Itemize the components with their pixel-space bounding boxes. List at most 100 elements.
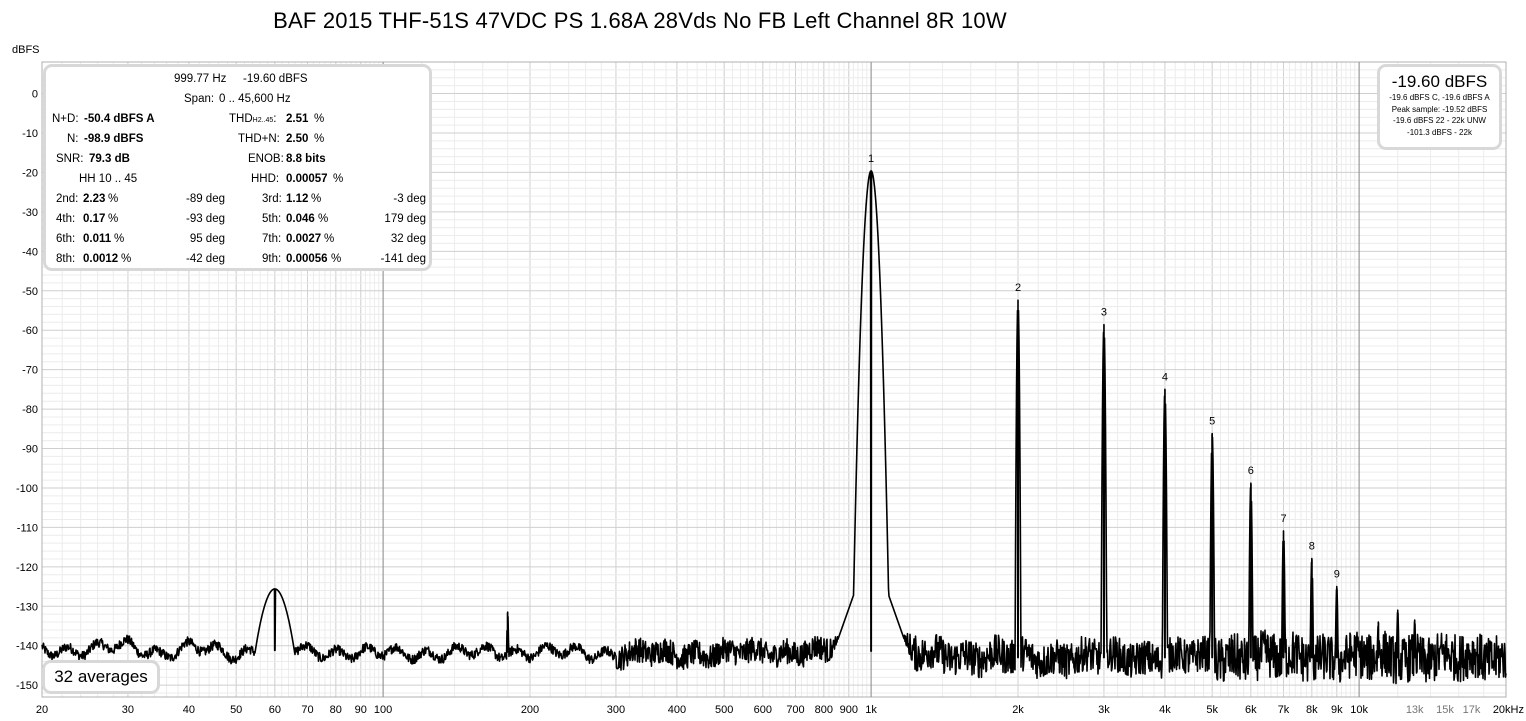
x-tick-label: 15k (1436, 704, 1454, 716)
y-tick-label: -30 (22, 207, 38, 219)
x-tick-label: 50 (230, 704, 242, 716)
y-tick-label: -70 (22, 365, 38, 377)
x-tick-label: 700 (786, 704, 804, 716)
x-tick-label: 10k (1350, 704, 1368, 716)
fundamental-level: -19.60 dBFS (243, 73, 308, 85)
spectrum-series-line (41, 170, 1507, 685)
harmonic-label: 5th: (262, 213, 282, 225)
x-tick-label: 8k (1306, 704, 1318, 716)
x-tick-label: 90 (355, 704, 367, 716)
harmonic-phase: 95 deg (189, 233, 225, 245)
y-axis-label: dBFS (12, 44, 40, 56)
x-tick-label: 9k (1331, 704, 1343, 716)
x-tick-label: 40 (183, 704, 195, 716)
harmonic-unit: % (108, 213, 119, 225)
harmonic-unit: % (318, 213, 329, 225)
harmonic-value: 1.12 (286, 193, 309, 205)
noise-value: -98.9 dBFS (84, 133, 144, 145)
harmonic-peak-label: 9 (1334, 569, 1340, 581)
y-tick-label: -10 (22, 128, 38, 140)
snr-value: 79.3 dB (89, 153, 130, 165)
hhd-unit: % (333, 173, 344, 185)
level-readout-line: -19.6 dBFS 22 - 22k UNW (1393, 116, 1486, 125)
harmonic-label: 9th: (262, 253, 282, 265)
snr-label: SNR: (56, 153, 84, 165)
noise-label: N: (67, 133, 79, 145)
harmonic-phase: -93 deg (185, 213, 225, 225)
harmonic-unit: % (121, 253, 132, 265)
x-tick-label: 300 (607, 704, 625, 716)
harmonic-unit: % (311, 193, 322, 205)
level-readout-line: -19.6 dBFS C, -19.6 dBFS A (1389, 93, 1490, 102)
enob-value: 8.8 bits (286, 153, 326, 165)
x-tick-label: 80 (330, 704, 342, 716)
level-readout-line: -101.3 dBFS - 22k (1407, 127, 1472, 137)
measurement-stats-panel[interactable]: 999.77 Hz -19.60 dBFS Span: 0 .. 45,600 … (43, 64, 432, 271)
harmonic-value: 2.23 (83, 193, 106, 205)
enob-label: ENOB: (248, 153, 284, 165)
harmonic-value: 0.00056 (286, 253, 328, 265)
x-tick-label: 100 (374, 704, 392, 716)
fundamental-frequency: 999.77 Hz (174, 73, 227, 85)
y-tick-label: -100 (16, 483, 38, 495)
harmonic-peak-label: 4 (1162, 371, 1168, 383)
y-tick-label: -150 (16, 680, 38, 692)
x-tick-label: 60 (269, 704, 281, 716)
x-tick-label: 30 (122, 704, 134, 716)
x-tick-label: 400 (668, 704, 686, 716)
thdn-unit: % (314, 133, 325, 145)
y-tick-label: -80 (22, 404, 38, 416)
harmonic-value: 0.046 (286, 213, 315, 225)
hh-range-label: HH 10 .. 45 (79, 173, 138, 185)
x-tick-label: 2k (1012, 704, 1024, 716)
harmonic-row: 6th: 0.011% 95 deg 7th: 0.0027% 32 deg (46, 233, 429, 251)
harmonic-unit: % (324, 233, 335, 245)
level-readout-value: -19.60 dBFS (1391, 72, 1488, 91)
thd-label: THDH2..45: (229, 113, 277, 125)
harmonic-peak-label: 6 (1248, 465, 1254, 477)
y-tick-label: -40 (22, 246, 38, 258)
x-tick-label: 20kHz (1493, 704, 1524, 716)
harmonic-unit: % (114, 233, 125, 245)
thdn-label: THD+N: (238, 133, 280, 145)
harmonic-phase: 179 deg (384, 213, 426, 225)
span-label: Span: (184, 93, 215, 105)
x-tick-label: 70 (301, 704, 313, 716)
harmonic-phase: -3 deg (393, 193, 426, 205)
x-tick-label: 200 (521, 704, 539, 716)
harmonic-peak-label: 5 (1209, 416, 1215, 428)
harmonic-row: 8th: 0.0012% -42 deg 9th: 0.00056% -141 deg (46, 253, 429, 271)
hhd-value: 0.00057 (286, 173, 328, 185)
x-tick-label: 7k (1278, 704, 1290, 716)
harmonic-phase: -89 deg (185, 193, 225, 205)
x-tick-label: 600 (754, 704, 772, 716)
harmonic-label: 7th: (262, 233, 282, 245)
harmonic-label: 4th: (56, 213, 76, 225)
harmonic-label: 3rd: (262, 193, 282, 205)
harmonic-phase: 32 deg (390, 233, 426, 245)
harmonic-label: 2nd: (56, 193, 79, 205)
harmonic-label: 8th: (56, 253, 76, 265)
level-readout-panel[interactable]: -19.60 dBFS -19.6 dBFS C, -19.6 dBFS A P… (1377, 64, 1502, 150)
x-tick-label: 13k (1406, 704, 1424, 716)
x-tick-label: 500 (715, 704, 733, 716)
hhd-label: HHD: (251, 173, 280, 185)
nd-label: N+D: (52, 113, 79, 125)
level-readout-line: Peak sample: -19.52 dBFS (1391, 104, 1488, 114)
harmonic-peak-label: 2 (1015, 282, 1021, 294)
span-value: 0 .. 45,600 Hz (219, 93, 291, 105)
x-tick-label: 900 (840, 704, 858, 716)
y-tick-label: -120 (16, 562, 38, 574)
harmonic-peak-label: 8 (1309, 541, 1315, 553)
y-tick-label: -50 (22, 286, 38, 298)
harmonic-peak-label: 3 (1101, 307, 1107, 319)
chart-title: BAF 2015 THF-51S 47VDC PS 1.68A 28Vds No… (273, 8, 1007, 33)
harmonic-phase: -42 deg (185, 253, 225, 265)
plot-frame (41, 61, 1507, 698)
x-tick-label: 20 (36, 704, 48, 716)
harmonic-row: 2nd: 2.23% -89 deg 3rd: 1.12% -3 deg (46, 193, 429, 211)
y-tick-label: -60 (22, 325, 38, 337)
y-tick-label: -110 (17, 522, 38, 534)
averages-badge[interactable]: 32 averages (42, 660, 160, 694)
